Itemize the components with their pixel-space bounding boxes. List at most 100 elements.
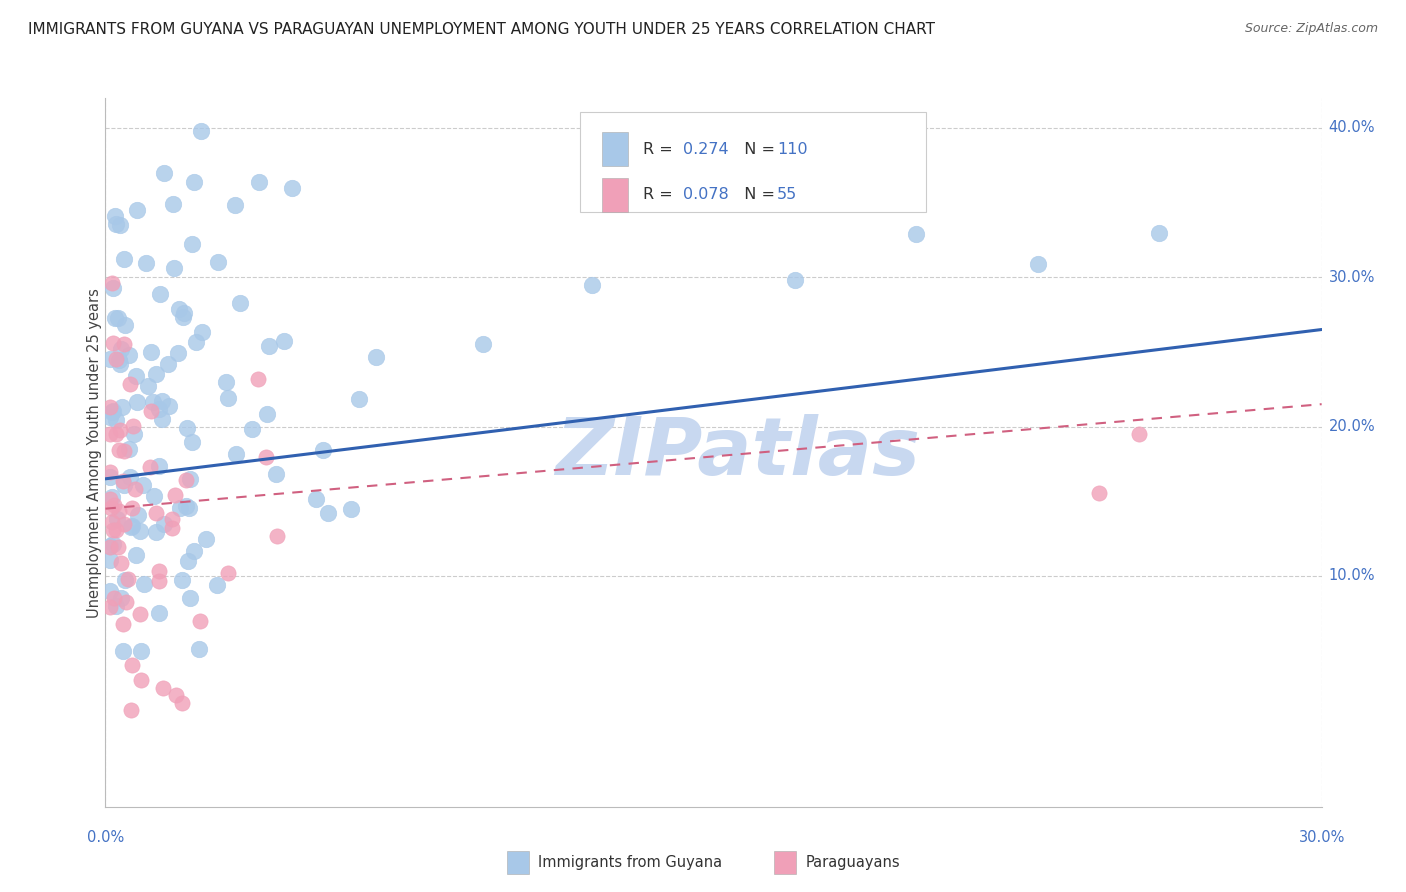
Text: Source: ZipAtlas.com: Source: ZipAtlas.com <box>1244 22 1378 36</box>
Point <box>364 350 387 364</box>
Point <box>110 343 132 357</box>
Point <box>176 420 198 434</box>
Point <box>240 422 263 436</box>
Point <box>98 465 121 479</box>
Point <box>217 566 239 580</box>
Point <box>103 498 125 512</box>
Point <box>105 599 128 613</box>
Point <box>143 490 166 504</box>
Point <box>183 175 205 189</box>
Point <box>135 256 157 270</box>
Point <box>112 478 135 492</box>
Point <box>101 281 124 295</box>
Point <box>152 681 174 695</box>
Point <box>207 578 229 592</box>
Point <box>98 351 121 366</box>
Point <box>110 591 132 606</box>
Point <box>148 606 170 620</box>
Point <box>104 352 127 367</box>
Point <box>162 197 184 211</box>
Point <box>225 447 247 461</box>
Point <box>101 515 124 529</box>
Point <box>257 339 280 353</box>
Point <box>172 310 194 324</box>
Point <box>118 348 141 362</box>
Point <box>148 401 170 416</box>
Point <box>107 352 129 367</box>
Point <box>156 357 179 371</box>
Point <box>100 277 122 291</box>
Point <box>98 410 121 425</box>
Text: Immigrants from Guyana: Immigrants from Guyana <box>538 855 723 870</box>
Point <box>145 507 167 521</box>
Point <box>107 540 129 554</box>
Point <box>181 434 204 449</box>
Point <box>190 123 212 137</box>
Point <box>100 501 122 516</box>
Point <box>207 255 229 269</box>
Point <box>312 442 335 457</box>
Point <box>177 501 200 516</box>
Point <box>167 346 190 360</box>
Point <box>121 501 143 516</box>
Point <box>103 336 125 351</box>
Point <box>129 643 152 657</box>
Y-axis label: Unemployment Among Youth under 25 years: Unemployment Among Youth under 25 years <box>87 288 101 617</box>
Point <box>121 658 143 673</box>
Text: N =: N = <box>734 187 780 202</box>
Point <box>125 394 148 409</box>
Point <box>98 553 121 567</box>
Point <box>117 572 139 586</box>
Point <box>1026 257 1049 271</box>
Point <box>179 591 201 606</box>
Point <box>173 306 195 320</box>
Point <box>108 423 131 437</box>
Point <box>139 345 162 359</box>
Point <box>120 703 142 717</box>
Point <box>1149 226 1171 240</box>
Point <box>98 470 121 484</box>
Point <box>134 577 156 591</box>
Point <box>104 311 127 326</box>
Point <box>108 443 131 458</box>
Point <box>132 478 155 492</box>
Point <box>187 641 209 656</box>
Point <box>100 490 122 504</box>
Point <box>176 500 198 514</box>
Text: R =: R = <box>643 142 678 156</box>
Point <box>148 459 170 474</box>
Point <box>305 491 328 506</box>
Point <box>112 517 135 532</box>
Point <box>120 470 142 484</box>
Point <box>229 295 252 310</box>
Point <box>125 548 148 562</box>
Point <box>111 643 134 657</box>
Point <box>1087 486 1109 500</box>
Point <box>103 404 125 418</box>
Point <box>163 261 186 276</box>
Point <box>122 419 145 434</box>
Point <box>273 334 295 348</box>
Point <box>191 325 214 339</box>
Point <box>179 472 201 486</box>
Text: 30.0%: 30.0% <box>1299 830 1344 845</box>
Point <box>98 491 121 506</box>
Point <box>160 521 183 535</box>
Point <box>108 218 131 232</box>
Point <box>266 467 288 481</box>
Point <box>176 554 198 568</box>
Point <box>108 357 131 371</box>
Point <box>224 198 246 212</box>
Point <box>152 412 174 426</box>
Point <box>105 512 128 526</box>
Point <box>347 392 370 406</box>
Point <box>188 614 211 628</box>
Point <box>118 442 141 456</box>
Point <box>266 529 288 543</box>
Point <box>153 516 176 531</box>
Point <box>148 564 170 578</box>
Point <box>111 401 134 415</box>
Text: 20.0%: 20.0% <box>1329 419 1375 434</box>
Point <box>148 574 170 588</box>
Point <box>145 524 167 539</box>
